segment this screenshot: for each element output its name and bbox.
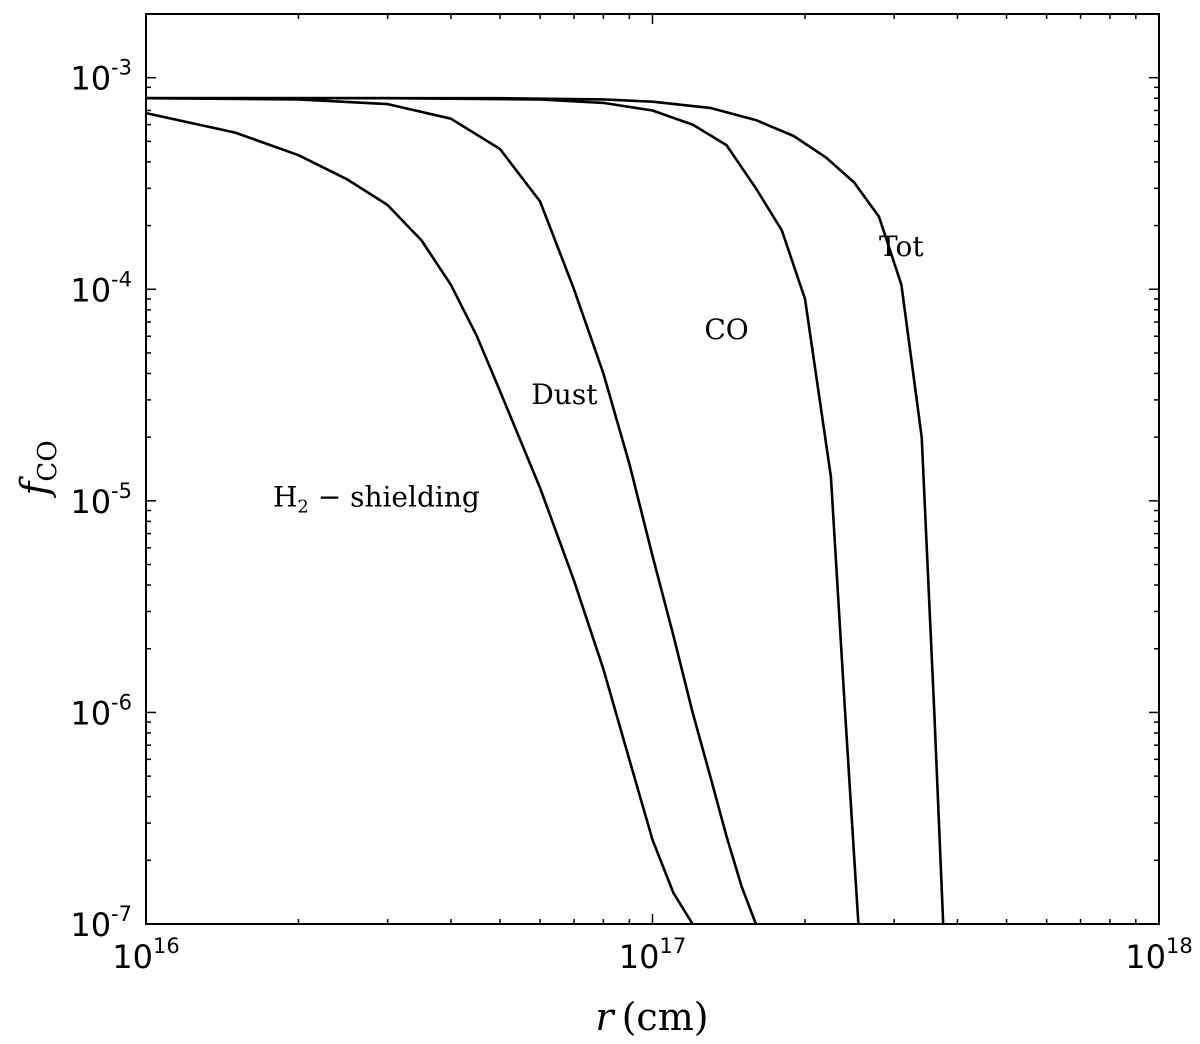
- y-tick-base: 10: [70, 694, 111, 732]
- series-curves: [145, 96, 945, 925]
- x-tick-exp: 17: [659, 934, 686, 958]
- series-line-tot: [146, 96, 945, 925]
- series-label-h2-shielding: H2 − shielding: [273, 480, 480, 517]
- y-tick-base: 10: [70, 483, 111, 521]
- x-tick-base: 10: [619, 938, 660, 976]
- series-label-main: Dust: [531, 378, 598, 411]
- y-tick-base: 10: [70, 271, 111, 309]
- x-tick-labels: 1016 1017 1018: [112, 934, 1192, 976]
- x-tick-base: 10: [112, 938, 153, 976]
- y-tick-base: 10: [70, 60, 111, 98]
- series-label-main: H: [273, 480, 297, 513]
- y-tick-label: 10-4: [70, 267, 132, 309]
- series-line-dust: [145, 96, 758, 925]
- y-tick-label: 10-6: [70, 690, 132, 732]
- series-label-tot: Tot: [879, 230, 924, 263]
- series-line-h2-shielding: [145, 111, 694, 925]
- x-axis-unit: (cm): [622, 995, 709, 1039]
- y-tick-exp: -4: [111, 267, 132, 291]
- y-tick-base: 10: [70, 906, 111, 944]
- y-tick-exp: -5: [111, 479, 132, 503]
- y-tick-exp: -7: [111, 902, 132, 926]
- y-tick-label: 10-5: [70, 479, 132, 521]
- x-tick-label: 1018: [1125, 934, 1192, 976]
- y-axis-label: fCO: [13, 440, 63, 498]
- axis-ticks: [145, 13, 1159, 925]
- series-label-main: Tot: [879, 230, 924, 263]
- y-tick-exp: -3: [111, 56, 132, 80]
- x-tick-label: 1017: [619, 934, 686, 976]
- series-label-rest: − shielding: [309, 480, 480, 513]
- series-line-co: [146, 96, 860, 925]
- x-axis-label: r (cm): [595, 995, 708, 1039]
- y-tick-label: 10-7: [70, 902, 132, 944]
- y-tick-labels: 10-310-410-510-610-7: [70, 56, 132, 944]
- x-tick-exp: 16: [153, 934, 180, 958]
- series-label-dust: Dust: [531, 378, 598, 411]
- y-tick-label: 10-3: [70, 56, 132, 98]
- series-label-sub: 2: [297, 496, 308, 517]
- plot-frame: [145, 13, 1160, 925]
- x-tick-base: 10: [1125, 938, 1166, 976]
- x-tick-label: 1016: [112, 934, 179, 976]
- y-tick-exp: -6: [111, 690, 132, 714]
- series-label-co: CO: [704, 313, 748, 346]
- x-tick-exp: 18: [1166, 934, 1193, 958]
- x-axis-var: r: [595, 995, 616, 1039]
- series-labels: Tot CO Dust H2 − shielding: [273, 230, 924, 517]
- series-label-main: CO: [704, 313, 748, 346]
- y-axis-sub: CO: [33, 440, 63, 481]
